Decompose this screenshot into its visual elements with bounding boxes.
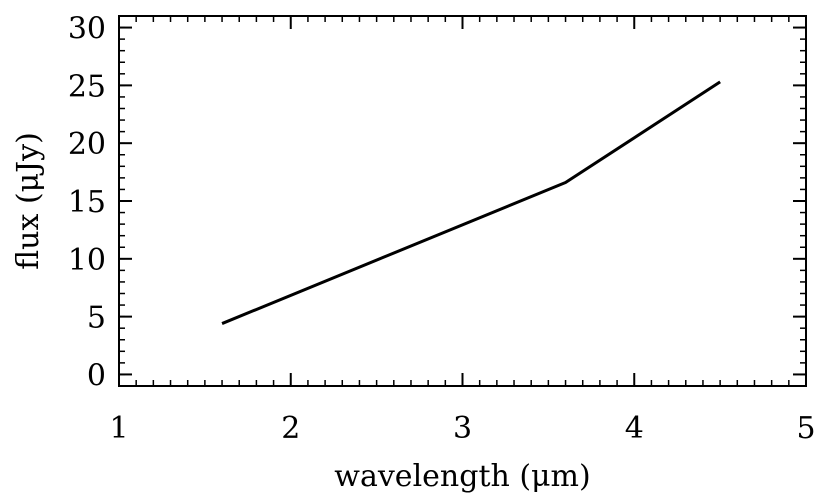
x-tick-label: 4: [625, 411, 644, 446]
y-tick-label: 30: [68, 12, 106, 47]
y-tick-label: 5: [87, 301, 106, 336]
major-ticks: [118, 16, 807, 386]
minor-ticks: [118, 16, 807, 386]
y-tick-label: 25: [68, 69, 106, 104]
x-tick-label: 3: [453, 411, 472, 446]
y-tick-label: 0: [87, 358, 106, 393]
y-tick-labels: 0 5 10 15 20 25 30: [68, 12, 106, 394]
y-tick-label: 20: [68, 127, 106, 162]
y-axis-label: flux (μJy): [11, 132, 46, 270]
x-tick-label: 2: [281, 411, 300, 446]
y-tick-label: 10: [68, 243, 106, 278]
series-layer: [221, 80, 721, 325]
x-tick-label: 1: [109, 411, 128, 446]
plot-frame: [118, 15, 807, 387]
x-tick-labels: 1 2 3 4 5: [109, 411, 815, 446]
x-tick-label: 5: [796, 411, 815, 446]
y-tick-label: 15: [68, 185, 106, 220]
x-axis-label: wavelength (μm): [334, 459, 590, 494]
series-line-0: [221, 80, 721, 325]
